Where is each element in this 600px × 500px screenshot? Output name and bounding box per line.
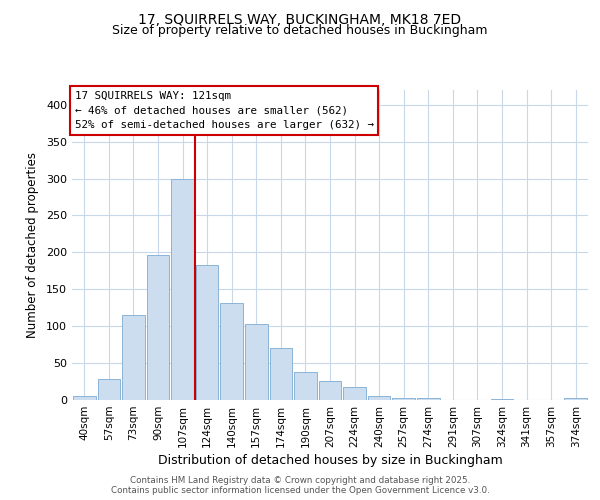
- Bar: [196, 265, 218, 400]
- Bar: [122, 315, 145, 400]
- Bar: [294, 372, 317, 400]
- Bar: [565, 398, 587, 400]
- Bar: [417, 398, 440, 400]
- Bar: [146, 254, 169, 400]
- Bar: [220, 302, 243, 400]
- Bar: [269, 348, 292, 400]
- Y-axis label: Number of detached properties: Number of detached properties: [26, 152, 39, 338]
- Text: Contains HM Land Registry data © Crown copyright and database right 2025.: Contains HM Land Registry data © Crown c…: [130, 476, 470, 485]
- Bar: [368, 396, 391, 400]
- Bar: [319, 381, 341, 400]
- Text: Size of property relative to detached houses in Buckingham: Size of property relative to detached ho…: [112, 24, 488, 37]
- Bar: [98, 380, 120, 400]
- Text: 17, SQUIRRELS WAY, BUCKINGHAM, MK18 7ED: 17, SQUIRRELS WAY, BUCKINGHAM, MK18 7ED: [139, 12, 461, 26]
- Bar: [245, 324, 268, 400]
- Text: 17 SQUIRRELS WAY: 121sqm
← 46% of detached houses are smaller (562)
52% of semi-: 17 SQUIRRELS WAY: 121sqm ← 46% of detach…: [74, 90, 374, 130]
- Text: Contains public sector information licensed under the Open Government Licence v3: Contains public sector information licen…: [110, 486, 490, 495]
- Bar: [392, 398, 415, 400]
- Bar: [73, 396, 95, 400]
- Bar: [171, 178, 194, 400]
- X-axis label: Distribution of detached houses by size in Buckingham: Distribution of detached houses by size …: [158, 454, 502, 467]
- Bar: [343, 388, 366, 400]
